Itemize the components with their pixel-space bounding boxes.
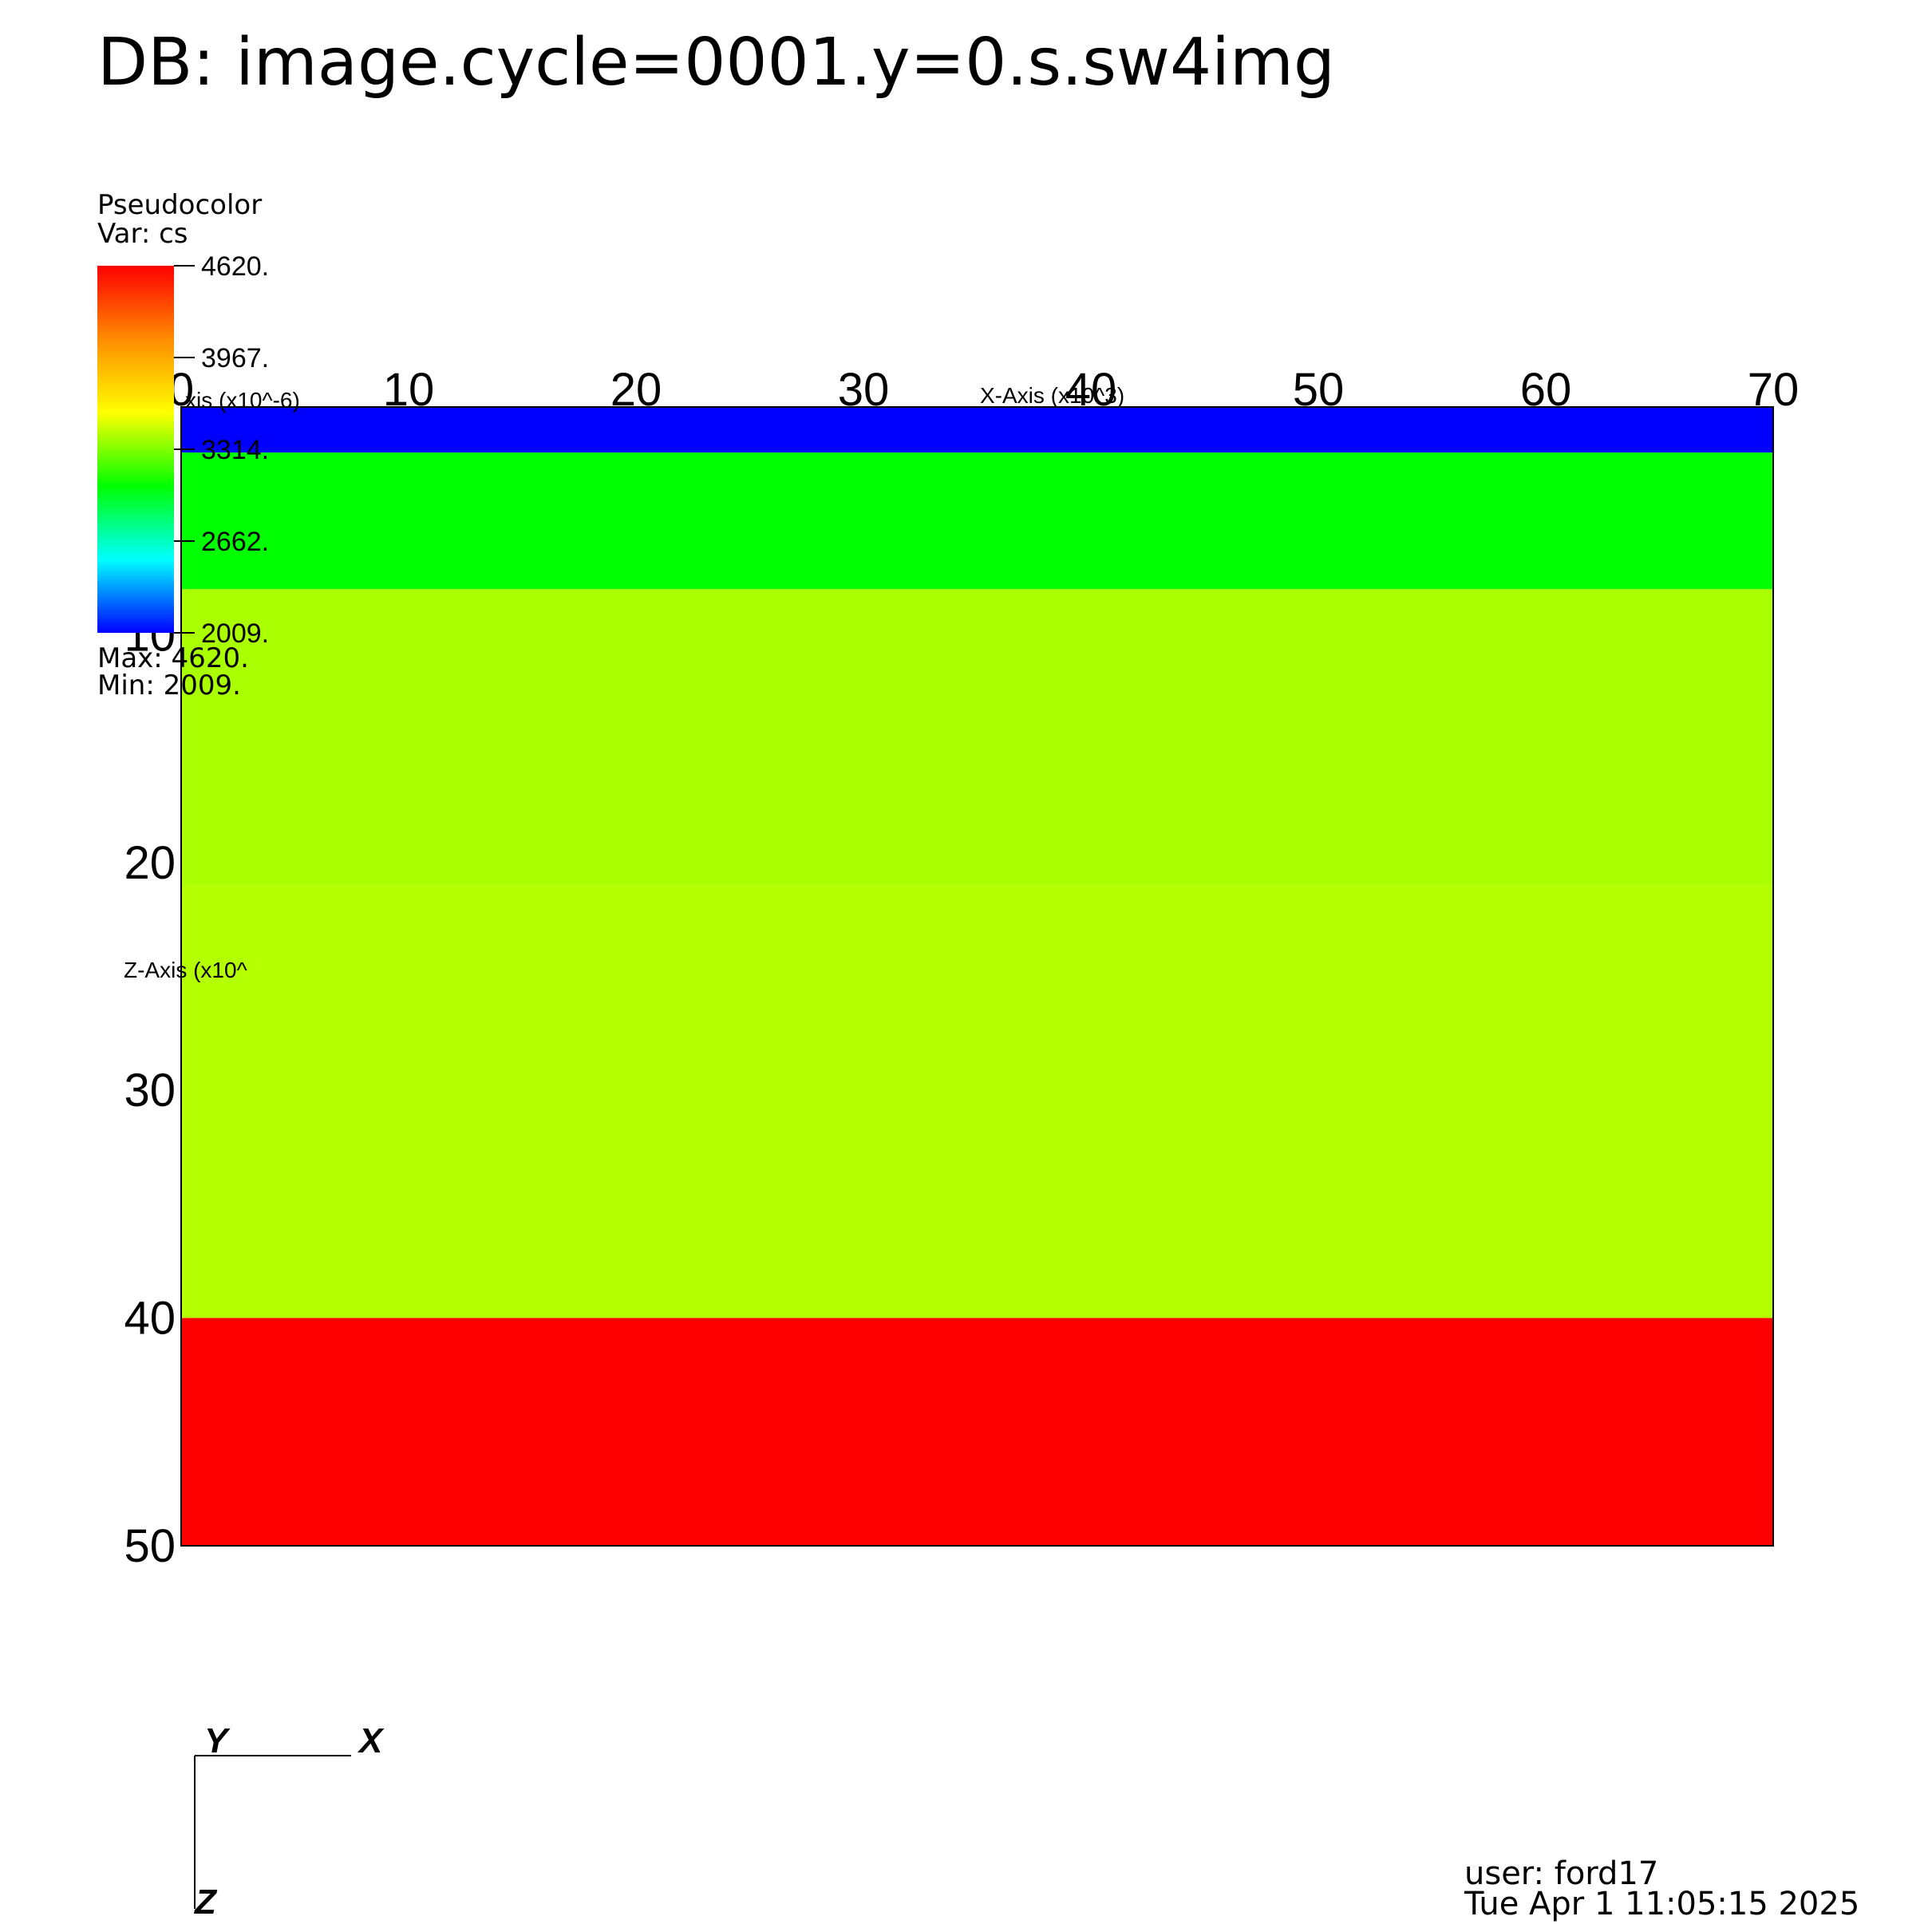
colorbar-tick-label: 3967.: [201, 343, 269, 373]
data-layers: [181, 407, 1773, 1546]
layer-3: [181, 885, 1773, 1318]
legend-variable: Var: cs: [97, 218, 188, 250]
colorbar: [97, 266, 174, 633]
timestamp-label: Tue Apr 1 11:05:15 2025: [1464, 1886, 1860, 1922]
legend-plot-type: Pseudocolor: [97, 189, 263, 221]
layer-2: [181, 589, 1773, 886]
x-axis-label: X-Axis (x10^3): [980, 383, 1124, 408]
triad-y-label: Y: [204, 1721, 231, 1760]
x-tick-label: 40: [1065, 364, 1117, 416]
z-tick-label: 20: [124, 837, 176, 889]
x-tick-label: 70: [1748, 364, 1800, 416]
x-tick-label: 50: [1293, 364, 1345, 416]
legend-min: Min: 2009.: [97, 670, 241, 701]
z-tick-label: 30: [124, 1065, 176, 1116]
colorbar-tick-label: 3314.: [201, 435, 269, 465]
z-tick-label: 50: [124, 1520, 176, 1572]
x-axis-ticks: 0 10 20 30 40 50 60 70: [168, 364, 1799, 416]
layer-4: [181, 1318, 1773, 1546]
triad-x-label: X: [357, 1721, 385, 1760]
colorbar-tick-label: 4620.: [201, 251, 269, 282]
triad-z-label: Z: [193, 1883, 218, 1922]
x-tick-label: 20: [610, 364, 662, 416]
colorbar-tick-label: 2009.: [201, 618, 269, 649]
colorbar-ticks: 4620. 3967. 3314. 2662. 2009.: [174, 251, 269, 649]
x-tick-label: 30: [838, 364, 890, 416]
colorbar-tick-label: 2662.: [201, 527, 269, 557]
database-title: DB: image.cycle=0001.y=0.s.sw4img: [97, 25, 1335, 101]
user-label: user: ford17: [1464, 1855, 1659, 1892]
z-axis-label-top: xis (x10^-6): [185, 388, 300, 413]
x-tick-label: 60: [1520, 364, 1572, 416]
z-axis-label: Z-Axis (x10^: [124, 958, 247, 982]
legend-max: Max: 4620.: [97, 642, 249, 674]
z-tick-label: 40: [124, 1293, 176, 1345]
x-tick-label: 10: [383, 364, 435, 416]
layer-0: [181, 407, 1773, 453]
plot-frame: [180, 406, 1774, 1547]
layer-1: [181, 452, 1773, 590]
